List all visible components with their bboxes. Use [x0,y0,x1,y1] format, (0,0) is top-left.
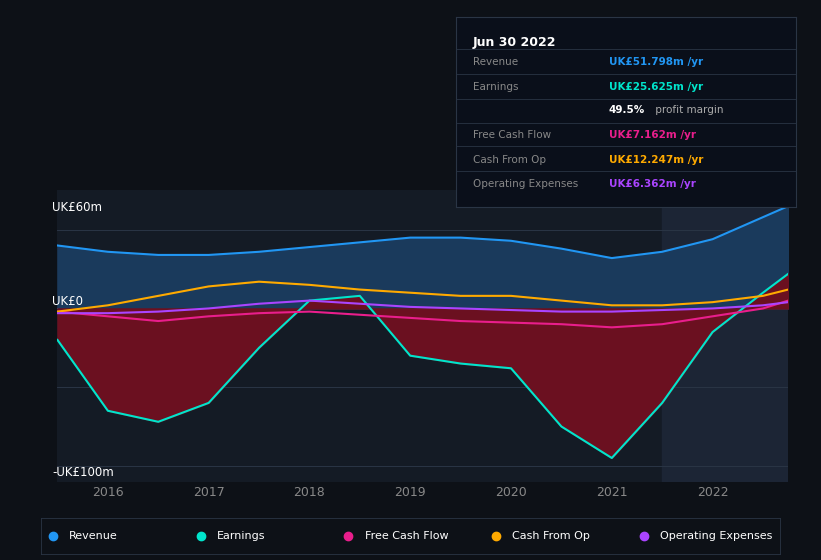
Text: Revenue: Revenue [473,58,518,68]
Text: Cash From Op: Cash From Op [473,155,546,165]
Text: Earnings: Earnings [217,531,265,541]
Text: profit margin: profit margin [652,105,723,115]
Bar [663,190,788,482]
Text: UK£6.362m /yr: UK£6.362m /yr [609,179,696,189]
Text: UK£51.798m /yr: UK£51.798m /yr [609,58,703,68]
Text: UK£60m: UK£60m [53,201,103,214]
Text: Operating Expenses: Operating Expenses [660,531,773,541]
Text: UK£25.625m /yr: UK£25.625m /yr [609,82,703,92]
Text: Free Cash Flow: Free Cash Flow [365,531,448,541]
Text: Revenue: Revenue [69,531,118,541]
Text: Operating Expenses: Operating Expenses [473,179,578,189]
Text: UK£0: UK£0 [53,296,84,309]
Text: Jun 30 2022: Jun 30 2022 [473,36,556,49]
Text: Free Cash Flow: Free Cash Flow [473,130,551,140]
Text: -UK£100m: -UK£100m [53,466,114,479]
Text: UK£7.162m /yr: UK£7.162m /yr [609,130,696,140]
Text: Cash From Op: Cash From Op [512,531,590,541]
Text: 49.5%: 49.5% [609,105,645,115]
Text: UK£12.247m /yr: UK£12.247m /yr [609,155,704,165]
Text: Earnings: Earnings [473,82,518,92]
